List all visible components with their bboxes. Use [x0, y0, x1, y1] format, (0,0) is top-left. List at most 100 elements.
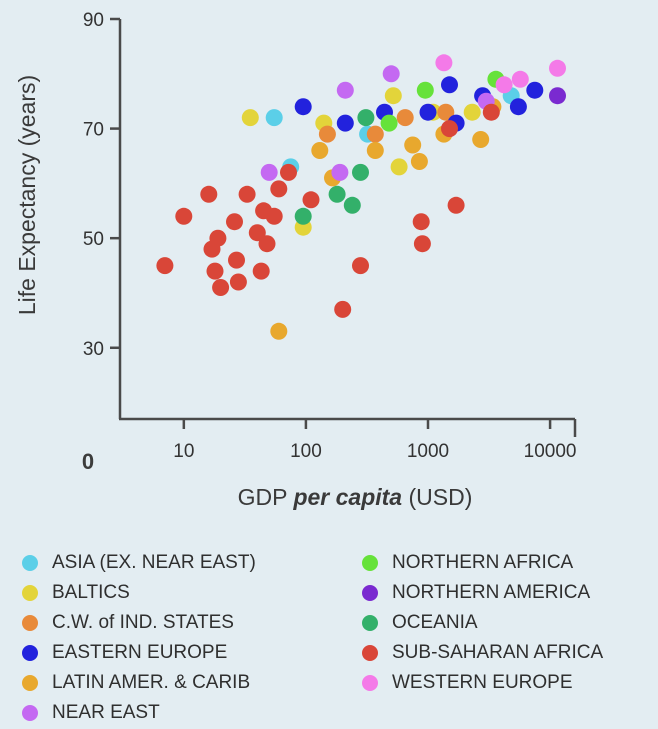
data-point — [238, 185, 256, 203]
data-point — [366, 125, 384, 143]
data-point — [412, 213, 430, 231]
data-point — [209, 229, 227, 247]
data-point — [226, 213, 243, 231]
legend-label: BALTICS — [52, 582, 130, 603]
legend-swatch — [22, 645, 38, 661]
data-point — [390, 158, 408, 176]
data-point — [447, 196, 465, 214]
data-point — [441, 120, 458, 138]
data-point — [270, 180, 288, 198]
data-point — [280, 163, 297, 181]
data-point — [229, 273, 247, 291]
data-point — [357, 109, 375, 127]
data-point — [437, 103, 455, 121]
legend-label: LATIN AMER. & CARIB — [52, 672, 251, 693]
data-point — [265, 109, 283, 127]
data-point — [384, 87, 402, 105]
data-point — [241, 109, 259, 127]
data-point — [258, 235, 276, 253]
legend-item: C.W. of IND. STATES — [22, 608, 362, 638]
x-tick-label: 1000 — [407, 441, 449, 462]
legend-item: WESTERN EUROPE — [362, 668, 642, 698]
legend-swatch — [22, 555, 38, 571]
legend-item: OCEANIA — [362, 608, 642, 638]
data-point — [206, 262, 224, 280]
data-point — [294, 207, 312, 225]
legend-item: LATIN AMER. & CARIB — [22, 668, 362, 698]
legend-swatch — [22, 705, 38, 721]
data-point — [252, 262, 270, 280]
x-axis-title: GDP per capita (USD) — [238, 484, 473, 510]
legend-swatch — [362, 645, 378, 661]
legend: ASIA (EX. NEAR EAST) BALTICS C.W. of IND. … — [22, 548, 642, 728]
data-point — [526, 81, 544, 99]
data-point — [404, 136, 422, 154]
data-point — [511, 70, 529, 88]
legend-label: ASIA (EX. NEAR EAST) — [52, 552, 256, 573]
legend-item: NORTHERN AMERICA — [362, 578, 642, 608]
data-point — [270, 322, 288, 340]
data-point — [302, 191, 320, 209]
data-point — [382, 65, 400, 83]
x-axis-title-italic: per capita — [292, 484, 402, 510]
data-point — [509, 98, 527, 116]
data-point — [549, 87, 566, 105]
x-tick-label: 10000 — [524, 441, 577, 462]
data-point — [416, 81, 434, 99]
legend-item: BALTICS — [22, 578, 362, 608]
data-point — [228, 251, 245, 269]
data-point — [419, 103, 437, 121]
data-point — [331, 163, 349, 181]
legend-label: NEAR EAST — [52, 702, 160, 723]
data-point — [441, 76, 458, 94]
legend-swatch — [22, 675, 38, 691]
y-tick-label: 50 — [83, 229, 104, 250]
data-point — [175, 207, 193, 225]
data-point — [396, 109, 414, 127]
legend-swatch — [362, 675, 378, 691]
legend-label: WESTERN EUROPE — [392, 672, 573, 693]
data-point — [156, 257, 174, 275]
y-tick-label: 90 — [83, 10, 104, 31]
data-point — [311, 142, 329, 159]
origin-label: 0 — [82, 449, 94, 474]
legend-item: NORTHERN AFRICA — [362, 548, 642, 578]
legend-swatch — [22, 585, 38, 601]
y-tick-label: 30 — [83, 339, 104, 360]
y-axis-title: Life Expectancy (years) — [14, 75, 40, 315]
y-tick-label: 70 — [83, 120, 104, 141]
data-point — [248, 224, 266, 242]
data-point — [200, 185, 218, 203]
data-point — [294, 98, 312, 116]
legend-item: EASTERN EUROPE — [22, 638, 362, 668]
data-point — [410, 153, 428, 170]
x-axis-title-main: GDP — [238, 484, 294, 510]
data-point — [334, 300, 352, 318]
data-point — [413, 235, 431, 253]
data-point — [328, 185, 346, 203]
data-point — [352, 163, 369, 181]
data-point — [366, 142, 384, 159]
data-point — [380, 114, 398, 132]
x-tick-label: 10 — [173, 441, 194, 462]
legend-label: OCEANIA — [392, 612, 478, 633]
scatter-plot: 30 50 70 90 10 100 1000 10000 0 Life Expectanc… — [14, 10, 577, 510]
data-point — [482, 103, 500, 121]
data-point — [318, 125, 336, 143]
data-point — [212, 279, 230, 296]
legend-item: SUB-SAHARAN AFRICA — [362, 638, 642, 668]
legend-swatch — [362, 555, 378, 571]
data-point — [260, 163, 278, 181]
data-point — [463, 103, 481, 121]
legend-label: SUB-SAHARAN AFRICA — [392, 642, 604, 663]
data-point — [265, 207, 283, 225]
data-point — [549, 59, 566, 77]
data-point — [472, 131, 490, 148]
legend-swatch — [362, 585, 378, 601]
data-point — [336, 81, 354, 99]
data-point — [495, 76, 513, 94]
x-tick-label: 100 — [290, 441, 322, 462]
legend-label: NORTHERN AMERICA — [392, 582, 591, 603]
data-point — [343, 196, 361, 214]
